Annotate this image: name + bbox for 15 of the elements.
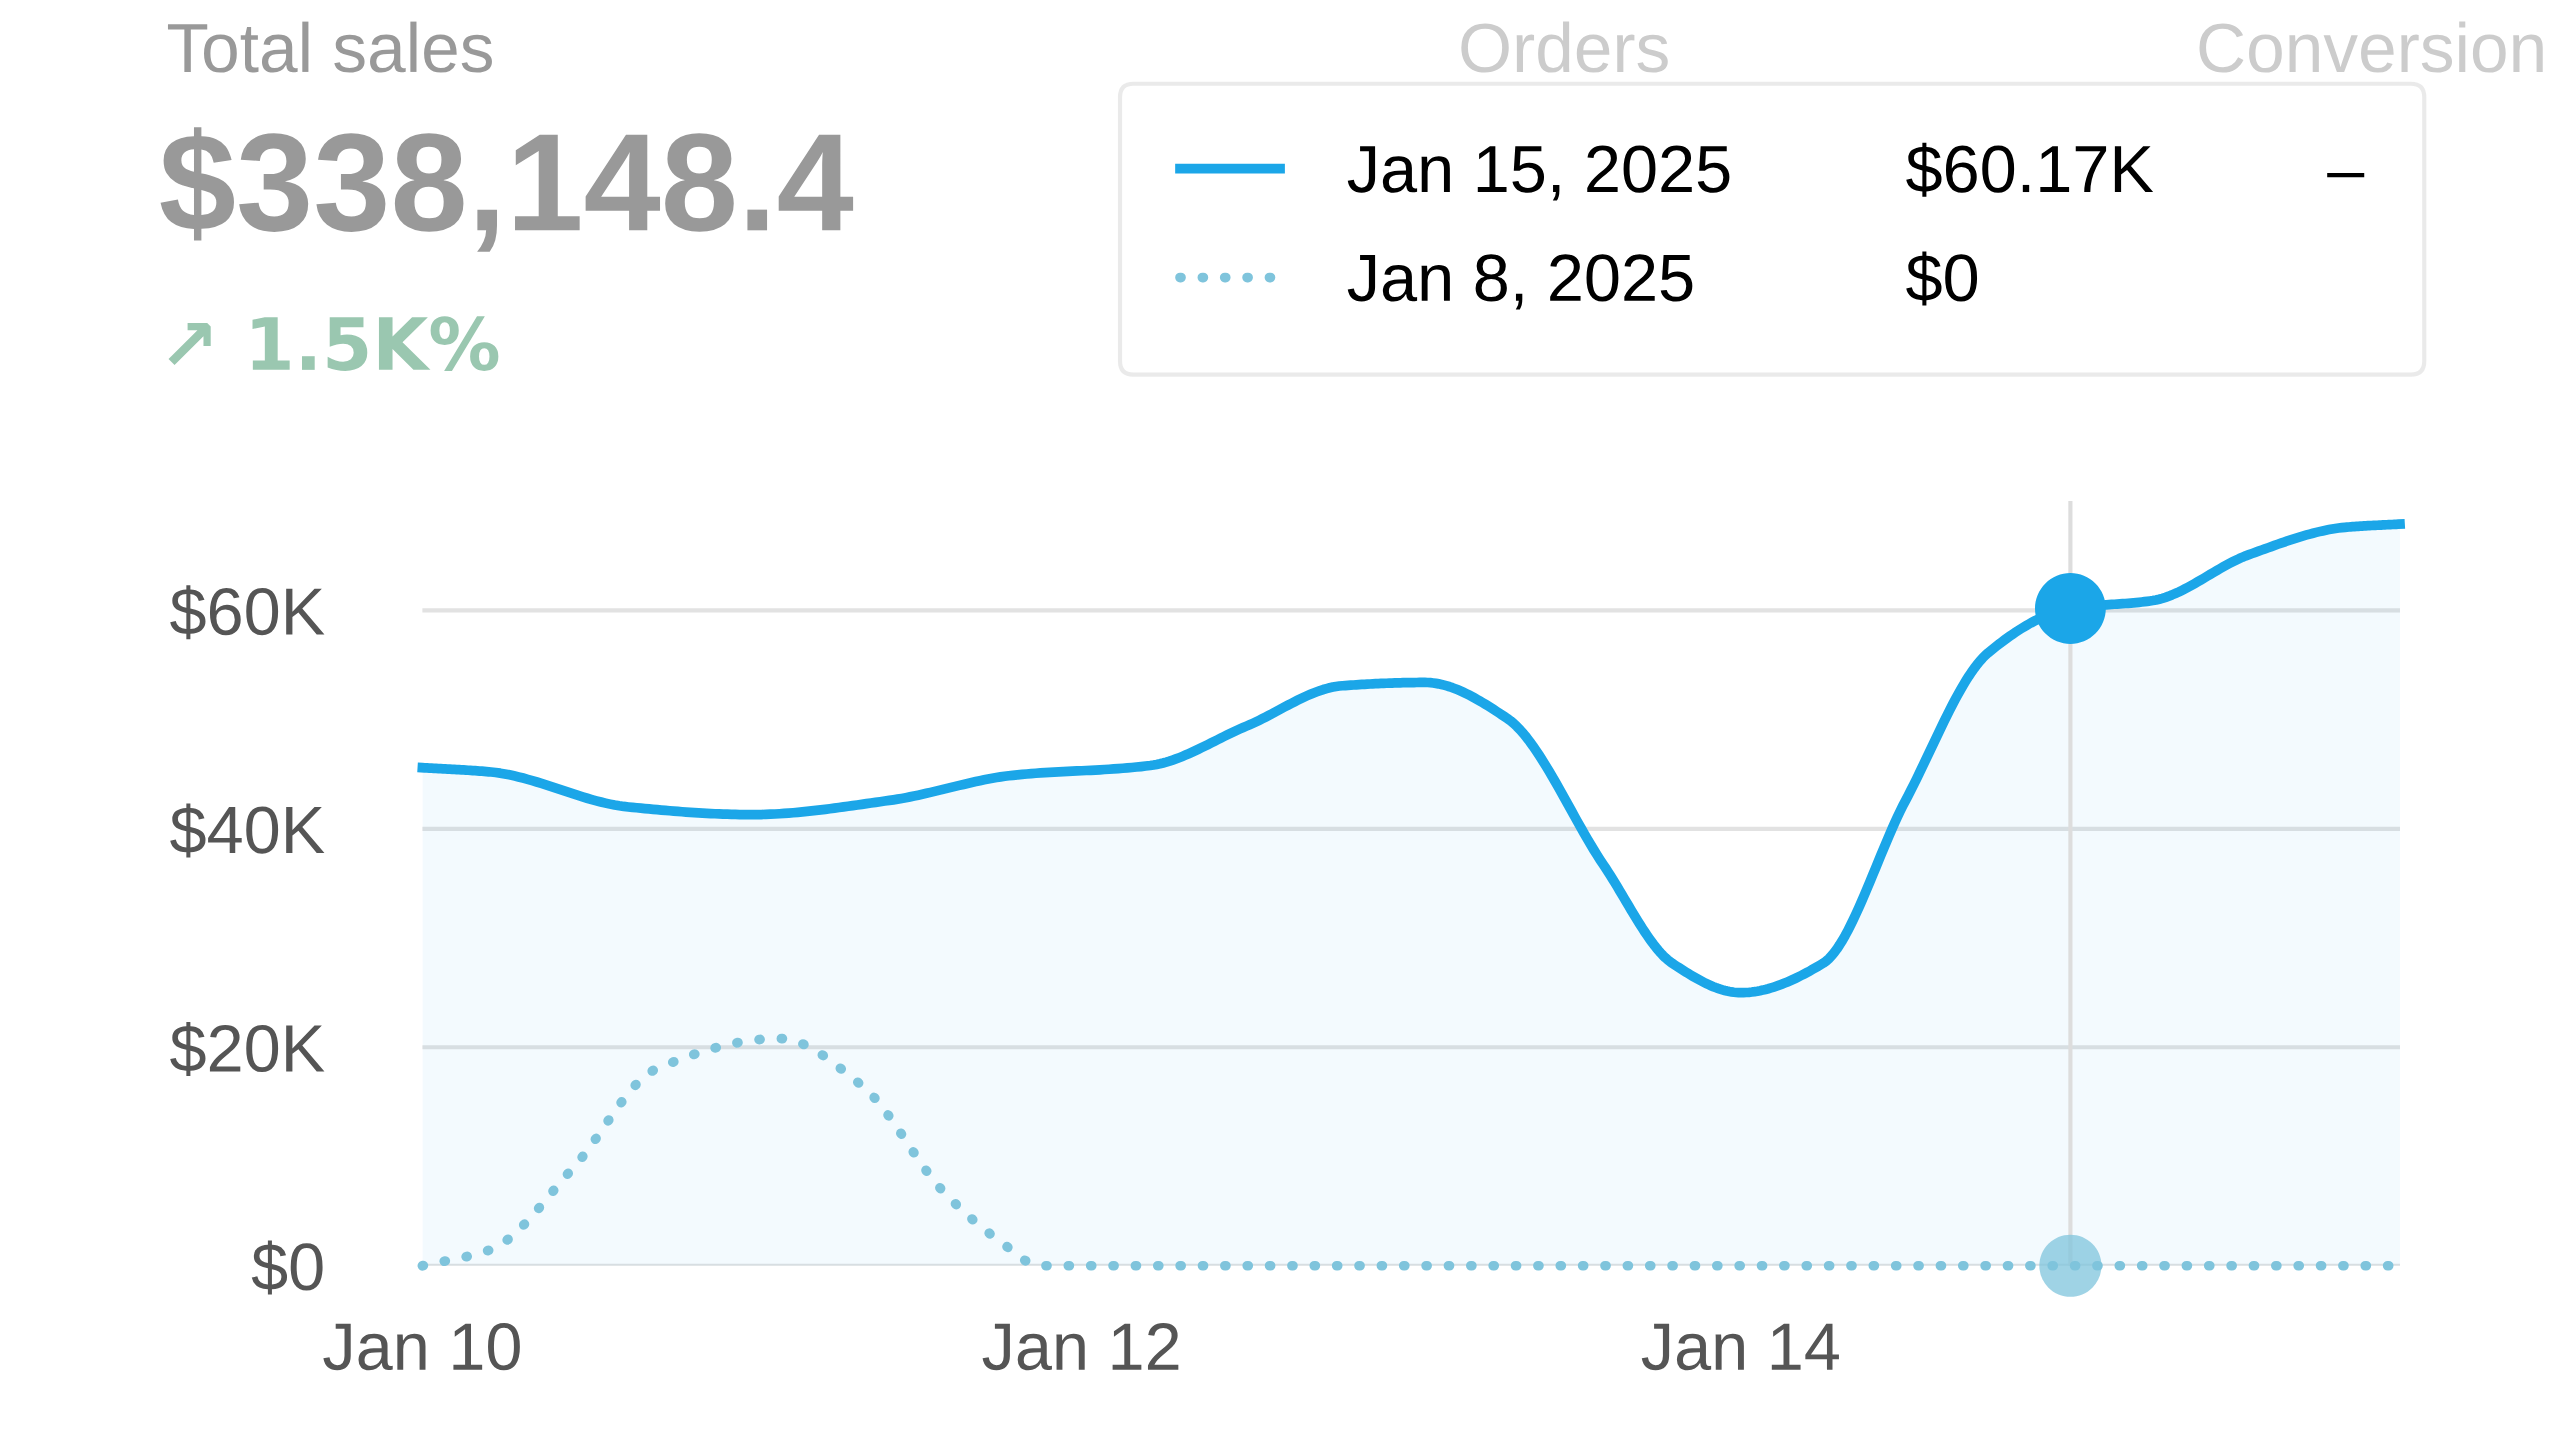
x-tick-label: Jan 12 (982, 1323, 1179, 1371)
y-tick-label: $40K (170, 803, 325, 858)
text: ↗ 1.5K% (168, 316, 499, 371)
x-tick-label: Jan 10 (323, 1323, 520, 1371)
x-tick-label: Jan 14 (1641, 1323, 1839, 1371)
y-tick-label: $60K (170, 585, 325, 640)
chart-subtitle: $338,148.4 (160, 127, 854, 252)
y-tick-label: $20K (170, 1022, 325, 1077)
text: $0 (1906, 251, 1978, 306)
text: $60.17K (1906, 142, 2154, 197)
text: – (2327, 172, 2365, 178)
legend-label: Jan 15, 2025 (1347, 145, 1730, 201)
legend-label: Jan 8, 2025 (1347, 254, 1693, 310)
chart-title: Total sales (167, 21, 492, 73)
y-tick-label: $0 (251, 1240, 323, 1295)
